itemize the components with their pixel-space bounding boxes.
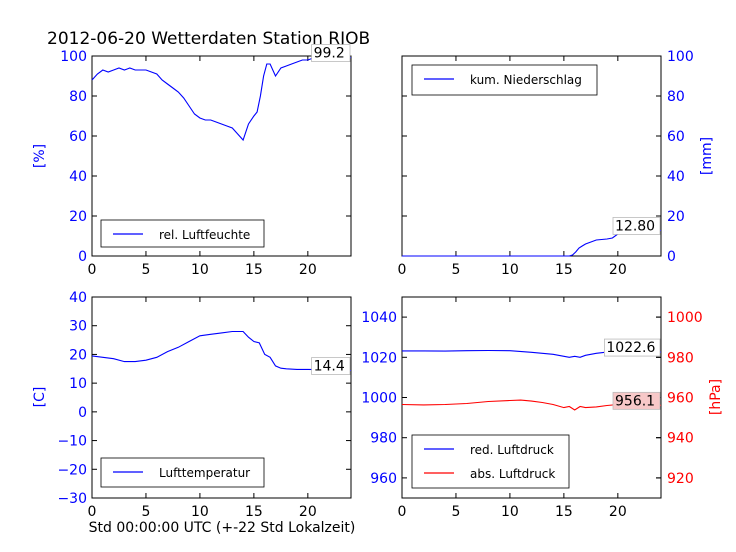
- y-tick-label: 30: [69, 319, 87, 335]
- annotation-box: [311, 357, 351, 375]
- x-tick-label: 15: [555, 262, 573, 278]
- x-tick-label: 0: [88, 504, 97, 520]
- y-tick-label: 100: [60, 49, 87, 65]
- end-value-label: 1022.6: [606, 340, 655, 356]
- y-axis-label: [C]: [32, 387, 48, 408]
- y-tick-label-right: 1000: [667, 310, 703, 326]
- y-tick-label: 10: [69, 376, 87, 392]
- series-line: [91, 57, 351, 142]
- x-tick-label: 15: [245, 262, 263, 278]
- x-tick-label: 20: [299, 262, 317, 278]
- legend-label: red. Luftdruck: [470, 443, 554, 457]
- panel-temperature: 0 5 10 15 20 −30 −20 −10 0 10 20 30 40 [C] 14.4 Lufttem…: [32, 290, 352, 520]
- end-value-label: 956.1: [615, 393, 655, 409]
- legend-label: abs. Luftdruck: [470, 467, 555, 481]
- y-axis-label: [hPa]: [708, 379, 724, 415]
- x-tick-label: 20: [609, 262, 627, 278]
- x-tick-label: 0: [398, 504, 407, 520]
- x-tick-label: 10: [501, 504, 519, 520]
- chart-title: 2012-06-20 Wetterdaten Station RJOB: [47, 29, 370, 49]
- x-tick-label: 5: [141, 262, 150, 278]
- annotation-box: [612, 391, 661, 410]
- y-axis-label: [%]: [32, 144, 48, 168]
- y-tick-label: 960: [370, 471, 397, 487]
- y-tick-label: 40: [69, 169, 87, 185]
- plot-frame: [91, 296, 352, 499]
- y-tick-label: 100: [667, 49, 694, 65]
- legend-box: [411, 434, 570, 489]
- x-tick-label: 20: [609, 504, 627, 520]
- x-tick-label: 15: [245, 504, 263, 520]
- y-tick-label: 20: [69, 347, 87, 363]
- panel-pressure: 0 5 10 15 20 960 980 1000 1020 1040 920 940 960 980 10…: [361, 296, 724, 520]
- y-tick-label-right: 940: [667, 431, 694, 447]
- x-tick-label: 10: [191, 504, 209, 520]
- x-tick-label: 20: [299, 504, 317, 520]
- y-tick-label-right: 980: [667, 350, 694, 366]
- y-tick-label: 60: [69, 129, 87, 145]
- y-tick-label: 20: [667, 209, 685, 225]
- annotation-box: [311, 44, 351, 62]
- y-tick-label-right: 920: [667, 471, 694, 487]
- end-value-label: 12.80: [615, 218, 655, 234]
- y-tick-label-right: 960: [667, 391, 694, 407]
- y-tick-label: 0: [78, 405, 87, 421]
- x-axis-label: Std 00:00:00 UTC (+-22 Std Lokalzeit): [89, 520, 356, 536]
- panel-humidity: 0 5 10 15 20 0 20 40 60 80 100 [%] 99.2 rel. Luftfeuc…: [32, 44, 352, 278]
- y-tick-label: 40: [667, 169, 685, 185]
- y-tick-label: −20: [57, 462, 87, 478]
- legend-label: rel. Luftfeuchte: [159, 228, 250, 242]
- plot-frame: [91, 55, 352, 257]
- y-tick-label: 0: [78, 249, 87, 265]
- x-tick-label: 10: [191, 262, 209, 278]
- y-tick-label: 40: [69, 290, 87, 306]
- x-tick-label: 0: [88, 262, 97, 278]
- y-tick-label: 980: [370, 431, 397, 447]
- legend-label: kum. Niederschlag: [470, 73, 582, 87]
- legend-box: [411, 64, 598, 96]
- x-tick-label: 5: [451, 504, 460, 520]
- x-tick-label: 0: [398, 262, 407, 278]
- y-tick-label: 0: [667, 249, 676, 265]
- x-tick-label: 10: [501, 262, 519, 278]
- x-tick-label: 15: [555, 504, 573, 520]
- y-axis-label: [mm]: [699, 137, 715, 175]
- y-tick-label: −30: [57, 491, 87, 507]
- annotation-box: [612, 216, 661, 235]
- legend-label: Lufttemperatur: [159, 466, 250, 480]
- x-tick-label: 5: [141, 504, 150, 520]
- y-tick-label: 60: [667, 129, 685, 145]
- y-tick-label: 1040: [361, 310, 397, 326]
- annotation-box: [604, 338, 661, 357]
- end-value-label: 14.4: [314, 359, 345, 375]
- series-line: [91, 330, 352, 372]
- y-tick-label: 20: [69, 209, 87, 225]
- y-tick-label: 80: [667, 89, 685, 105]
- end-value-label: 99.2: [314, 46, 345, 62]
- y-tick-label: 1000: [361, 391, 397, 407]
- y-tick-label: 80: [69, 89, 87, 105]
- y-tick-label: −10: [57, 434, 87, 450]
- x-tick-label: 5: [451, 262, 460, 278]
- panel-precipitation: 0 5 10 15 20 0 20 40 60 80 100 [mm] 12.80 kum. Nieder…: [398, 49, 715, 278]
- y-tick-label: 1020: [361, 350, 397, 366]
